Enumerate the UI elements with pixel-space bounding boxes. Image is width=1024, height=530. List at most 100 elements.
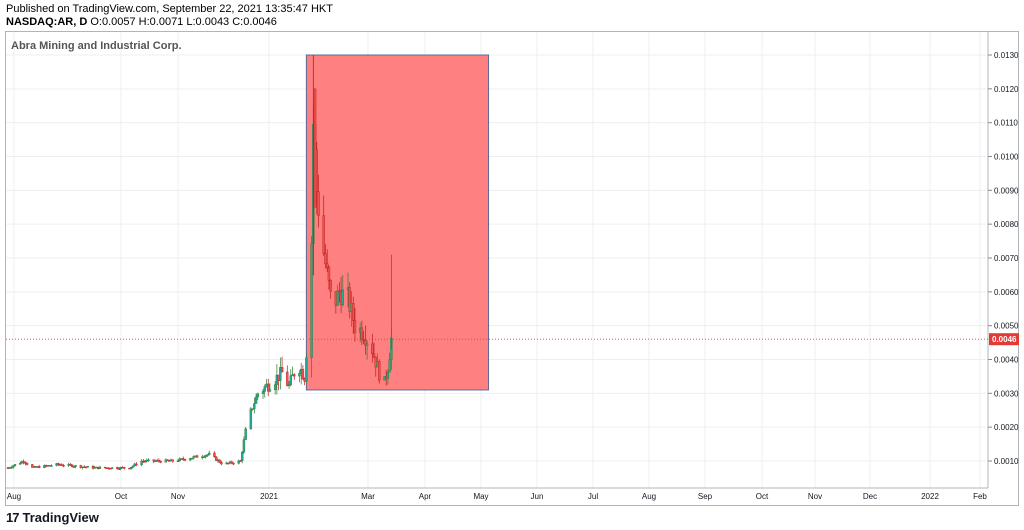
x-tick-label: Apr (419, 492, 432, 501)
y-tick-label: 0.0130 (994, 51, 1019, 60)
candle-body (214, 456, 218, 461)
candle-body-peak (313, 88, 317, 208)
candle-body (18, 462, 22, 465)
x-tick-label: Jul (588, 492, 598, 501)
candle-body (190, 457, 194, 460)
candle-body (38, 466, 41, 469)
candle-body (240, 451, 244, 461)
y-tick-label: 0.0040 (994, 356, 1019, 365)
tradingview-logo-icon: 17 (6, 510, 20, 525)
candle-body (164, 459, 168, 463)
candle-body (157, 460, 161, 462)
candle-body (256, 393, 260, 398)
y-tick-label: 0.0050 (994, 322, 1019, 331)
y-tick-label: 0.0020 (994, 423, 1019, 432)
candle-body (362, 338, 365, 341)
candle-body (31, 464, 34, 468)
candle-body (348, 287, 351, 312)
candle-body (324, 253, 327, 264)
tradingview-brand[interactable]: 17 TradingView (6, 510, 99, 525)
highlight-box (305, 54, 490, 391)
last-price-label: 0.0046 (992, 335, 1017, 344)
symbol-label: NASDAQ:AR, D (6, 16, 88, 28)
candle-body (10, 467, 13, 469)
candle-body (116, 467, 119, 469)
candle-body (147, 459, 150, 461)
x-tick-label: Dec (863, 492, 877, 501)
candle-body (237, 460, 240, 464)
candle-body (305, 357, 308, 382)
y-tick-label: 0.0090 (994, 186, 1019, 195)
candle-body (338, 290, 341, 293)
candle-body (123, 467, 126, 469)
candle-body (253, 403, 256, 409)
candle-body (183, 459, 187, 461)
candle-body (249, 408, 253, 429)
chart-title: Abra Mining and Industrial Corp. (11, 40, 182, 52)
candle-body (129, 467, 133, 469)
candle-body (268, 389, 272, 392)
candle-body (251, 408, 254, 410)
candle-body (289, 375, 292, 386)
candle-body (135, 463, 138, 466)
candle-body (372, 353, 376, 358)
candle-body (176, 460, 180, 463)
brand-name: TradingView (22, 510, 99, 525)
candle-body (79, 465, 83, 468)
candle-body (230, 461, 233, 464)
candle-body (195, 455, 199, 458)
candle-body (353, 320, 357, 333)
candle-body (140, 460, 143, 466)
candle-body (103, 466, 107, 469)
candle-body (202, 456, 206, 458)
candle-body (13, 464, 17, 466)
candle-body (322, 215, 325, 254)
candle-body (386, 371, 390, 379)
last-price-badge (989, 333, 1019, 346)
candle-body (378, 361, 381, 381)
x-tick-label: Aug (7, 492, 21, 501)
candle-body (192, 456, 195, 459)
candle-body (286, 371, 289, 386)
x-tick-label: Nov (808, 492, 822, 501)
candle-body (244, 428, 247, 440)
candle-body (98, 466, 102, 469)
symbol-ohlc-line: NASDAQ:AR, D O:0.0057 H:0.0071 L:0.0043 … (6, 16, 277, 28)
candle-body (74, 465, 77, 467)
candle-body (263, 386, 266, 392)
candle-body (70, 464, 74, 467)
candle-body (220, 462, 223, 465)
candle-body (329, 280, 332, 292)
candle-body (267, 383, 270, 392)
candle-body (327, 267, 331, 281)
y-tick-label: 0.0100 (994, 153, 1019, 162)
candle-body (293, 374, 296, 377)
candle-body (57, 463, 60, 465)
x-tick-label: Feb (973, 492, 987, 501)
candle-body (110, 467, 114, 469)
candle-body (206, 454, 209, 456)
candle-body (204, 455, 207, 457)
x-tick-label: Mar (361, 492, 375, 501)
candle-body (182, 458, 185, 460)
candle-body (301, 368, 305, 380)
candle-body (298, 372, 301, 377)
candle-body (273, 384, 277, 391)
y-tick-label: 0.0060 (994, 288, 1019, 297)
candle-body (72, 466, 76, 468)
y-tick-label: 0.0080 (994, 220, 1019, 229)
candle-body (365, 343, 369, 346)
candle-body (310, 243, 313, 358)
x-tick-label: Sep (698, 492, 713, 501)
candle-body (43, 465, 46, 469)
candle-body (25, 463, 29, 465)
candle-body (218, 459, 221, 463)
candle-body (352, 303, 355, 321)
candle-body (143, 460, 147, 463)
candle-body (325, 263, 329, 268)
x-tick-label: 2021 (260, 492, 278, 501)
candle-body (227, 462, 230, 465)
candle-body (364, 340, 367, 346)
candle-body (280, 367, 284, 373)
